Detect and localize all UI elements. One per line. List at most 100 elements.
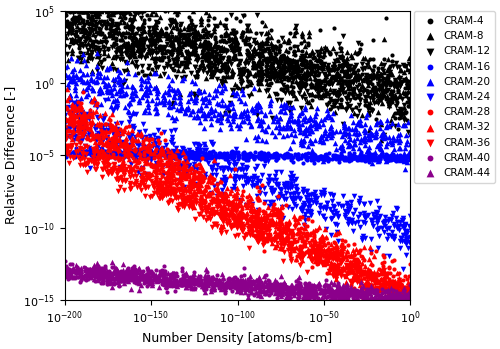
- CRAM-4: [158, 31, 166, 37]
- CRAM-8: [178, 38, 186, 44]
- CRAM-44: [236, 277, 244, 283]
- CRAM-20: [350, 130, 358, 136]
- CRAM-44: [370, 296, 378, 301]
- CRAM-20: [346, 150, 354, 156]
- CRAM-40: [212, 277, 220, 282]
- CRAM-32: [235, 216, 243, 221]
- CRAM-12: [184, 41, 192, 47]
- CRAM-24: [242, 164, 250, 170]
- CRAM-12: [258, 75, 266, 80]
- CRAM-8: [320, 85, 328, 90]
- CRAM-36: [83, 144, 91, 150]
- CRAM-20: [200, 88, 208, 94]
- CRAM-28: [404, 297, 411, 303]
- CRAM-4: [152, 57, 160, 62]
- CRAM-20: [376, 125, 384, 131]
- CRAM-16: [360, 155, 368, 161]
- CRAM-4: [66, 20, 74, 25]
- CRAM-44: [180, 275, 188, 281]
- CRAM-28: [227, 208, 235, 214]
- CRAM-4: [363, 93, 371, 99]
- CRAM-32: [168, 167, 175, 173]
- CRAM-24: [361, 216, 369, 221]
- CRAM-28: [152, 146, 160, 152]
- CRAM-36: [202, 210, 210, 215]
- CRAM-4: [107, 12, 115, 18]
- CRAM-36: [328, 255, 336, 261]
- CRAM-28: [69, 122, 77, 128]
- CRAM-16: [238, 150, 246, 156]
- CRAM-20: [152, 110, 160, 116]
- CRAM-12: [75, 38, 83, 43]
- CRAM-32: [108, 124, 116, 129]
- CRAM-8: [78, 41, 86, 46]
- CRAM-28: [166, 186, 174, 191]
- CRAM-32: [63, 117, 71, 123]
- CRAM-20: [176, 107, 184, 112]
- CRAM-32: [268, 211, 276, 217]
- CRAM-24: [306, 197, 314, 202]
- CRAM-8: [158, 53, 166, 59]
- CRAM-28: [405, 292, 413, 297]
- CRAM-40: [264, 284, 272, 290]
- CRAM-12: [221, 68, 229, 73]
- CRAM-12: [240, 70, 248, 76]
- CRAM-36: [390, 292, 398, 297]
- CRAM-32: [192, 192, 200, 197]
- CRAM-40: [335, 289, 343, 295]
- CRAM-36: [139, 178, 147, 184]
- CRAM-44: [200, 284, 207, 289]
- CRAM-4: [204, 18, 212, 23]
- CRAM-44: [204, 274, 212, 280]
- CRAM-28: [304, 236, 312, 241]
- CRAM-8: [184, 48, 192, 54]
- CRAM-32: [182, 174, 190, 179]
- CRAM-40: [322, 282, 330, 288]
- CRAM-28: [108, 142, 116, 148]
- CRAM-12: [374, 100, 382, 106]
- CRAM-40: [253, 283, 261, 289]
- CRAM-36: [96, 153, 104, 159]
- CRAM-8: [118, 36, 126, 42]
- CRAM-40: [100, 263, 108, 269]
- CRAM-24: [225, 161, 233, 166]
- CRAM-20: [364, 148, 372, 154]
- CRAM-32: [396, 297, 404, 303]
- CRAM-20: [190, 114, 198, 119]
- CRAM-44: [342, 292, 350, 297]
- CRAM-28: [166, 153, 173, 158]
- CRAM-12: [272, 73, 280, 79]
- CRAM-32: [76, 119, 84, 125]
- CRAM-8: [187, 40, 195, 46]
- CRAM-8: [338, 62, 346, 68]
- CRAM-28: [292, 238, 300, 244]
- CRAM-28: [269, 220, 277, 225]
- CRAM-24: [132, 111, 140, 117]
- CRAM-4: [292, 69, 300, 75]
- CRAM-4: [384, 75, 392, 81]
- CRAM-44: [134, 287, 142, 292]
- CRAM-40: [210, 287, 218, 293]
- CRAM-4: [294, 80, 302, 86]
- CRAM-20: [305, 124, 313, 129]
- CRAM-16: [117, 150, 125, 156]
- CRAM-40: [99, 275, 107, 281]
- CRAM-12: [266, 71, 274, 77]
- CRAM-20: [201, 142, 209, 147]
- CRAM-40: [134, 280, 142, 285]
- CRAM-24: [400, 225, 408, 231]
- CRAM-40: [274, 288, 281, 293]
- CRAM-20: [360, 135, 368, 140]
- CRAM-12: [389, 63, 397, 69]
- CRAM-44: [294, 287, 302, 293]
- CRAM-40: [98, 267, 106, 273]
- CRAM-32: [155, 153, 163, 158]
- CRAM-20: [340, 122, 347, 128]
- CRAM-36: [301, 239, 309, 245]
- CRAM-8: [344, 65, 352, 70]
- CRAM-12: [266, 52, 274, 57]
- CRAM-36: [362, 273, 370, 278]
- CRAM-40: [141, 273, 149, 279]
- CRAM-36: [265, 232, 273, 238]
- CRAM-16: [111, 156, 119, 161]
